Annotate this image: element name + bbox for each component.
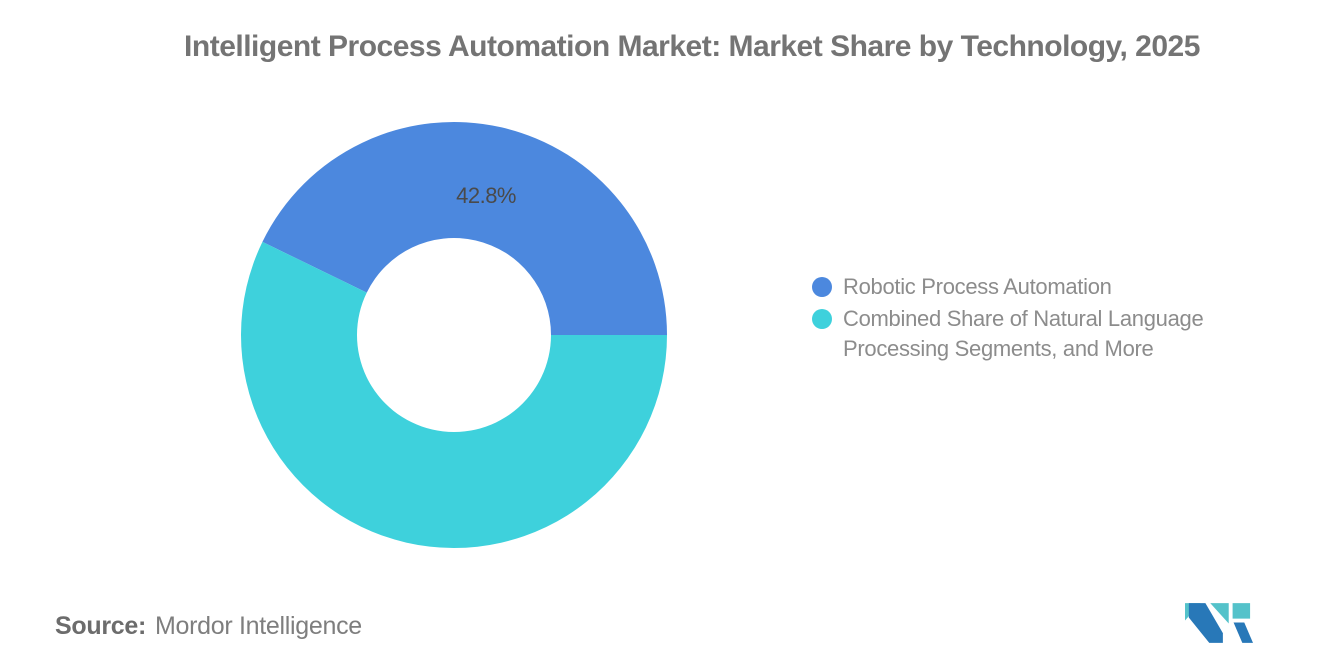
slice-percentage-label: 42.8% (456, 182, 517, 208)
donut-slice-robotic-process-automation[interactable] (262, 121, 667, 335)
legend: Robotic Process Automation Combined Shar… (812, 272, 1238, 364)
logo-shape (1232, 603, 1251, 619)
legend-item-robotic-process-automation[interactable]: Robotic Process Automation (812, 272, 1238, 302)
source-value: Mordor Intelligence (154, 612, 362, 640)
legend-item-nlp-segments[interactable]: Combined Share of Natural Language Proce… (812, 304, 1238, 364)
legend-label: Combined Share of Natural Language Proce… (843, 306, 1204, 361)
mordor-intelligence-logo (1185, 603, 1253, 643)
logo-shape (1188, 603, 1223, 643)
source-note: Source: Mordor Intelligence (55, 612, 362, 641)
source-label: Source: (55, 612, 146, 640)
donut-slice-combined-share-of-natural-language-processing-segments-and-more[interactable] (241, 241, 667, 548)
legend-marker-icon (812, 309, 832, 329)
chart-title: Intelligent Process Automation Market: M… (184, 30, 1200, 63)
legend-label: Robotic Process Automation (843, 274, 1112, 299)
legend-marker-icon (812, 277, 832, 297)
logo-shape (1210, 603, 1229, 624)
logo-shape (1233, 622, 1253, 643)
